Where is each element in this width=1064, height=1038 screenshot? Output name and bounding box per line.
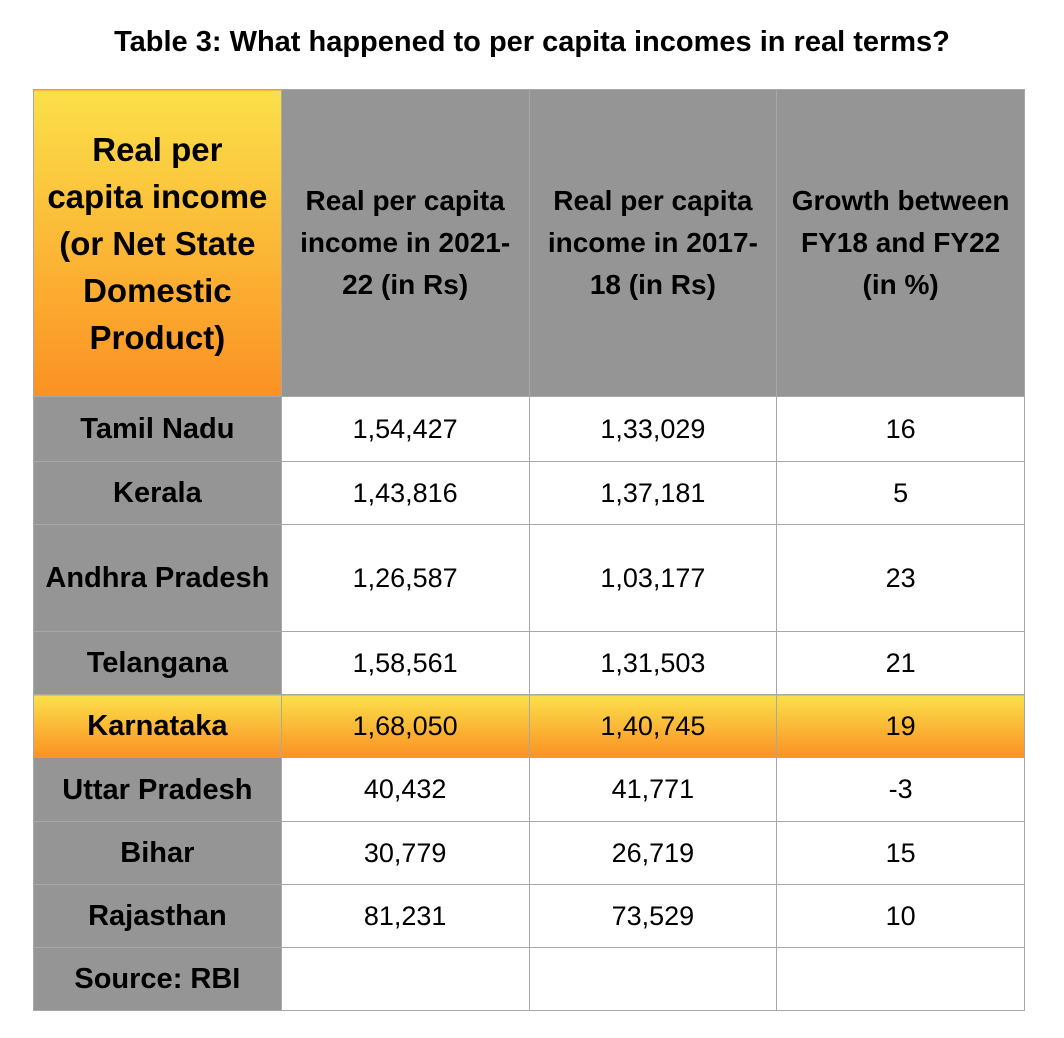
income-2021-22-cell: 30,779	[280, 821, 530, 885]
table-row: Andhra Pradesh 1,26,587 1,03,177 23	[33, 524, 1025, 632]
income-2021-22-cell: 81,231	[280, 884, 530, 948]
source-note: Source: RBI	[33, 947, 282, 1011]
empty-cell	[280, 947, 530, 1011]
growth-cell: 19	[776, 694, 1025, 758]
empty-cell	[776, 947, 1025, 1011]
income-2017-18-cell: 73,529	[528, 884, 778, 948]
column-header-state: Real per capita income (or Net State Dom…	[33, 89, 282, 397]
table-row: Karnataka 1,68,050 1,40,745 19	[33, 694, 1025, 758]
growth-cell: 21	[776, 631, 1025, 695]
table-row: Bihar 30,779 26,719 15	[33, 821, 1025, 885]
income-2021-22-cell: 1,58,561	[280, 631, 530, 695]
table-row: Rajasthan 81,231 73,529 10	[33, 884, 1025, 948]
column-header-growth: Growth between FY18 and FY22 (in %)	[776, 89, 1025, 397]
header-row: Real per capita income (or Net State Dom…	[33, 89, 1025, 397]
income-2017-18-cell: 1,40,745	[528, 694, 778, 758]
income-2017-18-cell: 41,771	[528, 757, 778, 822]
table-row: Uttar Pradesh 40,432 41,771 -3	[33, 757, 1025, 822]
state-cell: Andhra Pradesh	[33, 524, 282, 632]
income-2017-18-cell: 1,31,503	[528, 631, 778, 695]
income-2021-22-cell: 1,43,816	[280, 461, 530, 525]
column-header-fy22: Real per capita income in 2021-22 (in Rs…	[280, 89, 530, 397]
growth-cell: 23	[776, 524, 1025, 632]
income-table: Real per capita income (or Net State Dom…	[33, 89, 1025, 1011]
growth-cell: 15	[776, 821, 1025, 885]
state-cell: Karnataka	[33, 694, 282, 758]
income-2017-18-cell: 26,719	[528, 821, 778, 885]
growth-cell: 5	[776, 461, 1025, 525]
state-cell: Rajasthan	[33, 884, 282, 948]
state-cell: Telangana	[33, 631, 282, 695]
table-row: Kerala 1,43,816 1,37,181 5	[33, 461, 1025, 525]
income-2017-18-cell: 1,33,029	[528, 396, 778, 462]
state-cell: Kerala	[33, 461, 282, 525]
growth-cell: 16	[776, 396, 1025, 462]
table-row: Telangana 1,58,561 1,31,503 21	[33, 631, 1025, 695]
income-2021-22-cell: 1,68,050	[280, 694, 530, 758]
income-2021-22-cell: 1,54,427	[280, 396, 530, 462]
income-2021-22-cell: 40,432	[280, 757, 530, 822]
state-cell: Tamil Nadu	[33, 396, 282, 462]
state-cell: Bihar	[33, 821, 282, 885]
income-2017-18-cell: 1,37,181	[528, 461, 778, 525]
column-header-fy18: Real per capita income in 2017-18 (in Rs…	[528, 89, 778, 397]
state-cell: Uttar Pradesh	[33, 757, 282, 822]
table-title: Table 3: What happened to per capita inc…	[114, 26, 950, 58]
growth-cell: -3	[776, 757, 1025, 822]
source-row: Source: RBI	[33, 947, 1025, 1011]
growth-cell: 10	[776, 884, 1025, 948]
empty-cell	[528, 947, 778, 1011]
income-2021-22-cell: 1,26,587	[280, 524, 530, 632]
table-row: Tamil Nadu 1,54,427 1,33,029 16	[33, 396, 1025, 462]
income-2017-18-cell: 1,03,177	[528, 524, 778, 632]
